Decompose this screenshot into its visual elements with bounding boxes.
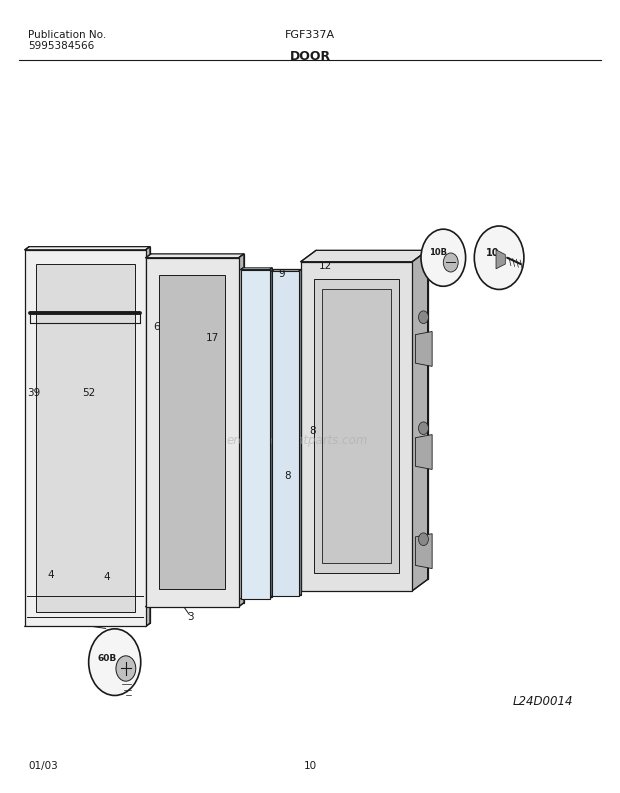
Polygon shape (272, 271, 299, 596)
Circle shape (418, 422, 428, 435)
Text: 10: 10 (486, 248, 500, 258)
Polygon shape (241, 268, 272, 270)
Polygon shape (415, 534, 432, 569)
Text: 8: 8 (285, 471, 291, 481)
Text: L24D0014: L24D0014 (512, 695, 573, 708)
Polygon shape (25, 250, 146, 626)
Circle shape (421, 229, 466, 286)
Text: 4: 4 (48, 570, 54, 580)
Polygon shape (415, 435, 432, 469)
Text: 10B: 10B (429, 248, 448, 258)
Circle shape (443, 253, 458, 272)
Polygon shape (314, 279, 399, 573)
Polygon shape (241, 270, 270, 599)
Polygon shape (274, 270, 301, 595)
Polygon shape (36, 264, 135, 612)
Text: 60B: 60B (97, 653, 117, 663)
Circle shape (418, 533, 428, 546)
Text: FGF337A: FGF337A (285, 30, 335, 40)
Polygon shape (25, 247, 150, 250)
Polygon shape (299, 270, 301, 596)
Text: 17: 17 (205, 333, 219, 343)
Polygon shape (272, 270, 301, 271)
Text: 4: 4 (104, 572, 110, 581)
Text: DOOR: DOOR (290, 50, 330, 63)
Polygon shape (316, 251, 428, 580)
Polygon shape (496, 250, 505, 269)
Polygon shape (146, 247, 150, 626)
Polygon shape (239, 254, 244, 607)
Polygon shape (146, 254, 244, 258)
Polygon shape (243, 268, 272, 597)
Circle shape (474, 226, 524, 289)
Polygon shape (322, 289, 391, 563)
Text: 12: 12 (319, 261, 332, 270)
Text: ereplacementparts.com: ereplacementparts.com (227, 434, 368, 446)
Polygon shape (415, 331, 432, 366)
Polygon shape (146, 258, 239, 607)
Text: 52: 52 (82, 389, 96, 398)
Text: 9: 9 (279, 269, 285, 278)
Text: 6: 6 (154, 322, 160, 331)
Text: 39: 39 (27, 389, 40, 398)
Text: 01/03: 01/03 (28, 760, 58, 771)
Polygon shape (159, 275, 225, 589)
Circle shape (116, 656, 136, 681)
Text: 5995384566: 5995384566 (28, 41, 94, 52)
Text: 8: 8 (309, 426, 316, 435)
Text: Publication No.: Publication No. (28, 30, 106, 40)
Polygon shape (270, 268, 272, 599)
Polygon shape (151, 254, 244, 603)
Polygon shape (301, 262, 412, 591)
Circle shape (89, 629, 141, 695)
Polygon shape (29, 247, 150, 623)
Polygon shape (412, 251, 428, 591)
Text: 3: 3 (188, 612, 194, 622)
Text: 10: 10 (303, 760, 317, 771)
Circle shape (418, 311, 428, 324)
Polygon shape (301, 251, 428, 262)
